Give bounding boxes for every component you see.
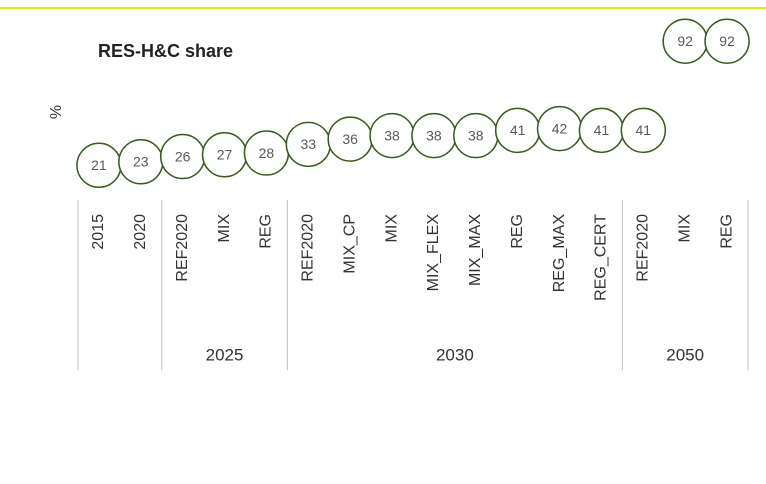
value-label: 92 xyxy=(677,33,693,49)
value-label: 28 xyxy=(259,145,275,161)
x-tick-label: REG xyxy=(718,214,735,249)
x-tick-label: REG xyxy=(509,214,526,249)
value-label: 42 xyxy=(552,120,568,136)
x-tick-label: MIX xyxy=(383,214,400,243)
x-tick-label: REG_MAX xyxy=(551,214,568,293)
x-tick-label: REF2020 xyxy=(174,214,191,282)
value-bubble xyxy=(704,18,750,64)
x-tick-label: REF2020 xyxy=(635,214,652,282)
y-axis-label: % xyxy=(48,105,65,119)
value-label: 33 xyxy=(301,136,317,152)
value-label: 41 xyxy=(636,122,652,138)
x-tick-label: MIX_MAX xyxy=(467,214,484,286)
x-tick-label: MIX xyxy=(216,214,233,243)
x-tick-label: MIX_FLEX xyxy=(425,214,442,292)
value-label: 26 xyxy=(175,148,191,164)
x-tick-label: 2020 xyxy=(132,214,149,250)
value-label: 38 xyxy=(426,127,442,143)
value-label: 41 xyxy=(510,122,526,138)
x-tick-label: 2015 xyxy=(90,214,107,250)
value-label: 41 xyxy=(594,122,610,138)
chart-title: RES-H&C share xyxy=(98,41,233,61)
value-label: 92 xyxy=(719,33,735,49)
x-tick-label: MIX xyxy=(676,214,693,243)
x-tick-label: REF2020 xyxy=(300,214,317,282)
x-tick-label: MIX_CP xyxy=(341,214,358,274)
x-tick-label: REG xyxy=(258,214,275,249)
value-label: 36 xyxy=(342,131,358,147)
group-label: 2050 xyxy=(666,345,704,364)
value-label: 23 xyxy=(133,154,149,170)
x-tick-label: REG_CERT xyxy=(593,214,610,301)
value-label: 27 xyxy=(217,147,233,163)
value-label: 38 xyxy=(468,127,484,143)
value-bubble xyxy=(620,107,667,154)
value-label: 38 xyxy=(384,127,400,143)
value-label: 21 xyxy=(91,157,107,173)
group-label: 2025 xyxy=(206,345,244,364)
group-label: 2030 xyxy=(436,345,474,364)
